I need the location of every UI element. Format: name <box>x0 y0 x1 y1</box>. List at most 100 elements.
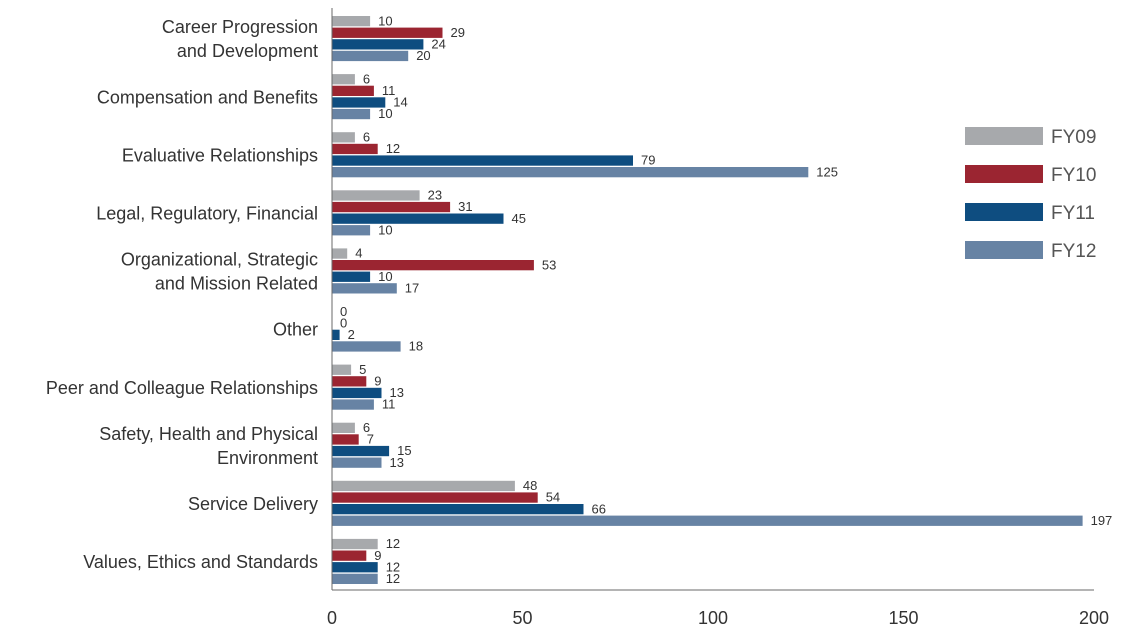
legend-swatch-fy12 <box>965 241 1043 259</box>
bar-fy09 <box>332 132 355 143</box>
value-label: 12 <box>386 559 400 574</box>
x-tick-label: 0 <box>327 608 337 627</box>
value-label: 2 <box>348 327 355 342</box>
value-label: 5 <box>359 362 366 377</box>
value-label: 13 <box>390 385 404 400</box>
value-label: 10 <box>378 106 392 121</box>
x-tick-label: 100 <box>698 608 728 627</box>
category-label: Values, Ethics and Standards <box>83 552 318 572</box>
legend-label: FY10 <box>1051 165 1096 186</box>
bar-fy12 <box>332 457 382 468</box>
value-label: 10 <box>378 13 392 28</box>
x-tick-label: 150 <box>888 608 918 627</box>
value-label: 24 <box>431 37 445 52</box>
bar-fy12 <box>332 167 809 178</box>
value-labels: 1029242061114106127912523314510453101700… <box>340 13 1112 586</box>
value-label: 10 <box>378 269 392 284</box>
bar-fy10 <box>332 434 359 445</box>
bar-fy10 <box>332 143 378 155</box>
bar-fy09 <box>332 538 378 550</box>
bar-fy10 <box>332 27 443 38</box>
category-label: Peer and Colleague Relationships <box>46 378 318 398</box>
legend-label: FY11 <box>1051 203 1095 224</box>
bar-fy09 <box>332 480 515 492</box>
category-label: Service Delivery <box>188 494 318 514</box>
bar-fy11 <box>332 562 378 573</box>
value-label: 20 <box>416 48 430 63</box>
value-label: 17 <box>405 281 419 296</box>
legend: FY09 FY10 FY11 FY12 <box>965 127 1096 262</box>
value-label: 0 <box>340 315 347 330</box>
bar-fy10 <box>332 492 538 503</box>
value-label: 9 <box>374 374 381 389</box>
bar-fy09 <box>332 248 348 259</box>
value-label: 13 <box>390 455 404 470</box>
value-label: 11 <box>382 397 396 412</box>
legend-swatch-fy09 <box>965 127 1043 145</box>
bar-fy12 <box>332 341 401 352</box>
bar-fy12 <box>332 573 378 584</box>
value-label: 197 <box>1091 513 1113 528</box>
bar-fy12 <box>332 399 374 410</box>
value-label: 6 <box>363 130 370 145</box>
value-label: 12 <box>386 536 400 551</box>
value-label: 14 <box>393 95 407 110</box>
category-label: Safety, Health and Physical <box>99 424 318 444</box>
category-label: and Mission Related <box>155 274 318 294</box>
value-label: 66 <box>592 501 606 516</box>
legend-swatch-fy11 <box>965 203 1043 221</box>
value-label: 79 <box>641 153 655 168</box>
value-label: 6 <box>363 71 370 86</box>
bar-fy12 <box>332 283 397 294</box>
value-label: 29 <box>451 25 465 40</box>
value-label: 4 <box>355 246 362 261</box>
category-label: Organizational, Strategic <box>121 250 318 270</box>
value-label: 12 <box>386 571 400 586</box>
category-label: Other <box>273 320 318 340</box>
bar-fy12 <box>332 108 371 120</box>
category-label: Compensation and Benefits <box>97 87 318 107</box>
value-label: 15 <box>397 443 411 458</box>
legend-label: FY09 <box>1051 127 1096 148</box>
value-label: 48 <box>523 478 537 493</box>
bar-fy11 <box>332 445 390 457</box>
value-label: 7 <box>367 432 374 447</box>
category-label: Evaluative Relationships <box>122 145 318 165</box>
bar-fy11 <box>332 387 382 399</box>
bar-fy09 <box>332 16 371 27</box>
category-label: Career Progression <box>162 17 318 37</box>
bar-fy09 <box>332 422 355 433</box>
value-label: 53 <box>542 257 556 272</box>
bar-fy10 <box>332 550 367 561</box>
category-label: Environment <box>217 448 318 468</box>
bar-fy12 <box>332 50 409 62</box>
bar-fy11 <box>332 155 633 166</box>
bar-fy11 <box>332 329 340 340</box>
value-label: 10 <box>378 222 392 237</box>
x-tick-label: 200 <box>1079 608 1109 627</box>
legend-label: FY12 <box>1051 241 1096 262</box>
value-label: 18 <box>409 339 423 354</box>
value-label: 31 <box>458 199 472 214</box>
bar-fy11 <box>332 39 424 50</box>
value-label: 125 <box>816 164 838 179</box>
bar-fy11 <box>332 213 504 224</box>
value-label: 23 <box>428 188 442 203</box>
bar-fy10 <box>332 85 374 96</box>
bar-fy09 <box>332 190 420 201</box>
x-tick-label: 50 <box>512 608 532 627</box>
value-label: 9 <box>374 548 381 563</box>
bar-fy11 <box>332 271 371 282</box>
bar-fy10 <box>332 260 534 271</box>
value-label: 6 <box>363 420 370 435</box>
value-label: 54 <box>546 490 560 505</box>
value-label: 0 <box>340 304 347 319</box>
x-axis: 0 50 100 150 200 <box>327 8 1109 627</box>
bar-fy12 <box>332 515 1083 526</box>
category-label: and Development <box>177 41 318 61</box>
value-label: 11 <box>382 83 396 98</box>
bar-fy11 <box>332 97 386 108</box>
category-label: Legal, Regulatory, Financial <box>96 204 318 224</box>
bar-fy12 <box>332 225 371 236</box>
